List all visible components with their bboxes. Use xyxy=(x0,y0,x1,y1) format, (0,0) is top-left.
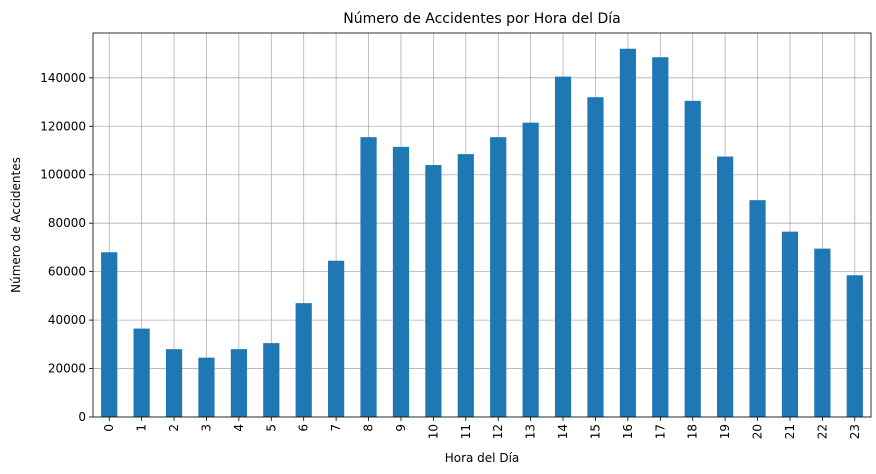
x-tick-label: 6 xyxy=(297,424,311,432)
x-tick-label: 19 xyxy=(718,424,732,439)
x-tick-label: 20 xyxy=(751,424,765,439)
x-tick-label: 10 xyxy=(426,424,440,439)
bar-hour-5 xyxy=(263,343,280,417)
y-tick-label: 100000 xyxy=(40,168,86,182)
x-tick-label: 13 xyxy=(524,424,538,439)
x-tick-label: 9 xyxy=(394,424,408,432)
x-tick-label: 21 xyxy=(783,424,797,439)
bar-hour-0 xyxy=(101,252,118,417)
x-tick-label: 7 xyxy=(329,424,343,432)
x-tick-label: 15 xyxy=(588,424,602,439)
bar-hour-14 xyxy=(554,76,572,418)
y-tick-label: 140000 xyxy=(40,71,86,85)
x-tick-label: 17 xyxy=(653,424,667,439)
y-axis-ticks: 0 20000 40000 60000 80000 100000 120000 140000 xyxy=(40,71,93,424)
x-axis-label: Hora del Día xyxy=(445,451,520,465)
x-tick-label: 11 xyxy=(459,424,473,439)
bars xyxy=(101,48,863,418)
y-tick-label: 80000 xyxy=(48,216,86,230)
x-tick-label: 22 xyxy=(815,424,829,439)
bar-hour-12 xyxy=(490,137,507,418)
chart-title: Número de Accidentes por Hora del Día xyxy=(343,11,620,27)
bar-hour-1 xyxy=(133,328,150,417)
bar-hour-8 xyxy=(360,137,377,418)
y-tick-label: 60000 xyxy=(48,265,86,279)
bar-hour-7 xyxy=(328,260,345,417)
y-tick-label: 0 xyxy=(78,410,86,424)
bar-hour-11 xyxy=(457,154,474,417)
bar-hour-3 xyxy=(198,357,215,417)
x-axis-ticks: 0 1 2 3 4 5 6 7 8 9 10 11 12 13 14 15 16 17 18 19 20 21 22 23 xyxy=(102,417,862,439)
x-tick-label: 12 xyxy=(491,424,505,439)
bar-hour-10 xyxy=(425,165,442,417)
x-tick-label: 14 xyxy=(556,424,570,439)
bar-hour-21 xyxy=(781,231,799,417)
bar-hour-9 xyxy=(392,146,410,418)
y-axis-label: Número de Accidentes xyxy=(9,157,23,293)
x-tick-label: 2 xyxy=(167,424,181,432)
x-tick-label: 1 xyxy=(135,424,149,432)
bar-hour-23 xyxy=(846,275,863,417)
bar-hour-13 xyxy=(522,122,539,417)
x-tick-label: 18 xyxy=(686,424,700,439)
x-tick-label: 5 xyxy=(264,424,278,432)
x-tick-label: 8 xyxy=(362,424,376,432)
x-tick-label: 0 xyxy=(102,424,116,432)
bar-hour-2 xyxy=(165,349,183,417)
x-tick-label: 3 xyxy=(199,424,213,432)
x-tick-label: 23 xyxy=(848,424,862,439)
bar-hour-6 xyxy=(295,303,312,417)
bar-hour-19 xyxy=(717,156,734,418)
bar-hour-16 xyxy=(619,48,636,418)
bar-hour-15 xyxy=(587,97,604,417)
y-tick-label: 40000 xyxy=(48,313,86,327)
bar-hour-20 xyxy=(749,200,766,417)
x-tick-label: 16 xyxy=(621,424,635,439)
plot-frame xyxy=(92,32,872,418)
bar-hour-4 xyxy=(230,349,247,417)
x-tick-label: 4 xyxy=(232,424,246,432)
y-tick-label: 20000 xyxy=(48,362,86,376)
y-tick-label: 120000 xyxy=(40,119,86,133)
bar-hour-18 xyxy=(684,100,701,417)
bar-hour-22 xyxy=(814,248,831,417)
bar-hour-17 xyxy=(652,57,669,417)
